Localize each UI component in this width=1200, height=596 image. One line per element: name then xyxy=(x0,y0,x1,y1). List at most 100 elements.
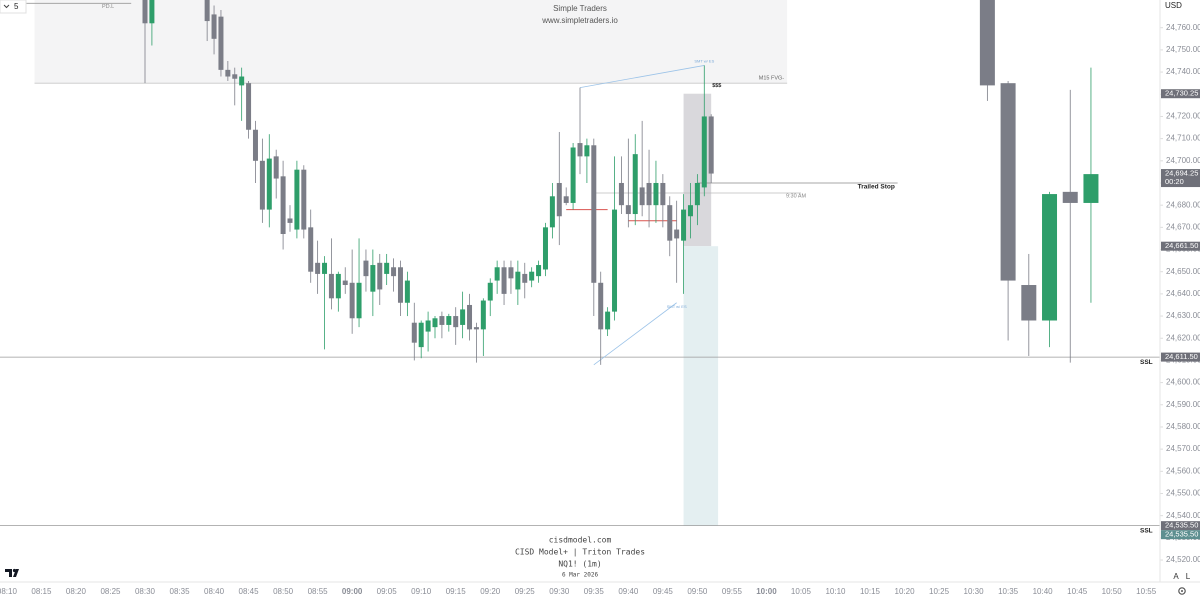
interval-button[interactable]: 5 xyxy=(0,0,27,14)
price-label-box xyxy=(1161,521,1200,531)
candle-body xyxy=(384,262,390,274)
footer-site: cisdmodel.com xyxy=(549,536,612,545)
x-tick-label: 10:25 xyxy=(929,587,950,596)
zone xyxy=(683,246,719,526)
candle-body xyxy=(425,320,431,332)
x-tick-label: 10:35 xyxy=(998,587,1019,596)
level-label: SSL xyxy=(1140,527,1153,534)
interval-label: 5 xyxy=(14,2,19,11)
y-tick-label: 24,570.00 xyxy=(1166,444,1200,453)
candle-body xyxy=(646,182,652,206)
y-tick-label: 24,520.00 xyxy=(1166,555,1200,564)
x-tick-label: 09:30 xyxy=(549,587,570,596)
x-tick-label: 09:45 xyxy=(653,587,674,596)
candle-body xyxy=(370,265,376,292)
zone-label: M15 FVG- xyxy=(759,76,785,82)
candle-body xyxy=(259,160,265,210)
price-label: 24,535.50 xyxy=(1165,530,1198,539)
candle-body xyxy=(563,196,569,203)
footer-name: CISD Model+ | Triton Trades xyxy=(515,548,645,557)
axis-button[interactable]: A xyxy=(1173,572,1179,581)
settings-button[interactable] xyxy=(1178,587,1186,595)
watermark-url: www.simpletraders.io xyxy=(541,16,618,25)
y-tick-label: 24,640.00 xyxy=(1166,289,1200,298)
x-tick-label: 10:55 xyxy=(1136,587,1157,596)
x-tick-label: 08:50 xyxy=(273,587,294,596)
x-tick-label: 10:15 xyxy=(860,587,881,596)
candle-body xyxy=(487,282,493,301)
x-tick-label: 10:20 xyxy=(895,587,916,596)
candle-body xyxy=(349,282,355,319)
x-tick-label: 09:40 xyxy=(618,587,639,596)
candle-body xyxy=(501,267,507,294)
candle-body xyxy=(584,145,590,157)
candle-body xyxy=(239,76,245,86)
candle-body xyxy=(342,280,348,286)
candle-body xyxy=(556,182,562,217)
y-tick-label: 24,620.00 xyxy=(1166,333,1200,342)
candle-body xyxy=(315,262,321,274)
candle-body xyxy=(1062,191,1078,203)
currency[interactable]: USD xyxy=(1165,1,1182,10)
zone xyxy=(34,0,788,84)
price-label-box xyxy=(1161,530,1200,540)
y-tick-label: 24,550.00 xyxy=(1166,489,1200,498)
candle-body xyxy=(632,154,638,215)
candle-body xyxy=(1083,174,1099,203)
candle-body xyxy=(681,209,687,241)
candle-body xyxy=(536,265,542,277)
y-tick-label: 24,540.00 xyxy=(1166,511,1200,520)
candle-body xyxy=(618,182,624,206)
y-tick-label: 24,590.00 xyxy=(1166,400,1200,409)
y-tick-label: 24,700.00 xyxy=(1166,156,1200,165)
y-tick-label: 24,680.00 xyxy=(1166,200,1200,209)
candle-body xyxy=(142,0,148,24)
price-label-box xyxy=(1161,241,1200,251)
candle-body xyxy=(149,0,155,24)
smt-label: SMT w/ ES xyxy=(667,304,687,309)
x-tick-label: 08:45 xyxy=(239,587,260,596)
logo xyxy=(5,568,19,577)
candle-body xyxy=(494,267,500,281)
x-tick-label: 08:55 xyxy=(308,587,329,596)
candle-body xyxy=(480,300,486,330)
x-tick-label: 08:40 xyxy=(204,587,225,596)
candle-body xyxy=(674,229,680,239)
x-tick-label: 08:20 xyxy=(66,587,87,596)
candle-body xyxy=(473,327,479,330)
price-label-box xyxy=(1161,89,1200,99)
y-tick-label: 24,710.00 xyxy=(1166,134,1200,143)
candle-body xyxy=(1042,194,1058,321)
x-tick-label: 09:35 xyxy=(584,587,605,596)
candle-body xyxy=(570,147,576,203)
axis-button[interactable]: L xyxy=(1186,572,1191,581)
level-label: PD.L xyxy=(102,4,114,10)
candle-body xyxy=(391,267,397,277)
y-tick-label: 24,740.00 xyxy=(1166,67,1200,76)
note: $$$ xyxy=(712,83,721,89)
x-tick-label: 08:30 xyxy=(135,587,156,596)
candle-body xyxy=(273,156,279,179)
candle-body xyxy=(246,83,252,130)
candle-body xyxy=(335,273,341,299)
candle-body xyxy=(218,16,224,70)
x-tick-label: 09:20 xyxy=(480,587,501,596)
candle-body xyxy=(225,69,231,77)
level-label: SSL xyxy=(1140,359,1153,366)
candle-body xyxy=(612,209,618,312)
x-tick-label: 09:50 xyxy=(687,587,708,596)
x-tick-label: 10:30 xyxy=(964,587,985,596)
candle-body xyxy=(639,187,645,206)
candle-body xyxy=(287,218,293,223)
x-tick-label: 08:15 xyxy=(31,587,52,596)
x-tick-label: 10:00 xyxy=(756,587,777,596)
x-tick-label: 09:15 xyxy=(446,587,467,596)
candle-body xyxy=(266,158,272,210)
x-tick-label: 09:55 xyxy=(722,587,743,596)
y-tick-label: 24,670.00 xyxy=(1166,222,1200,231)
footer-date: 6 Mar 2026 xyxy=(562,572,599,579)
candle-body xyxy=(356,282,362,319)
candle-body xyxy=(694,182,700,206)
